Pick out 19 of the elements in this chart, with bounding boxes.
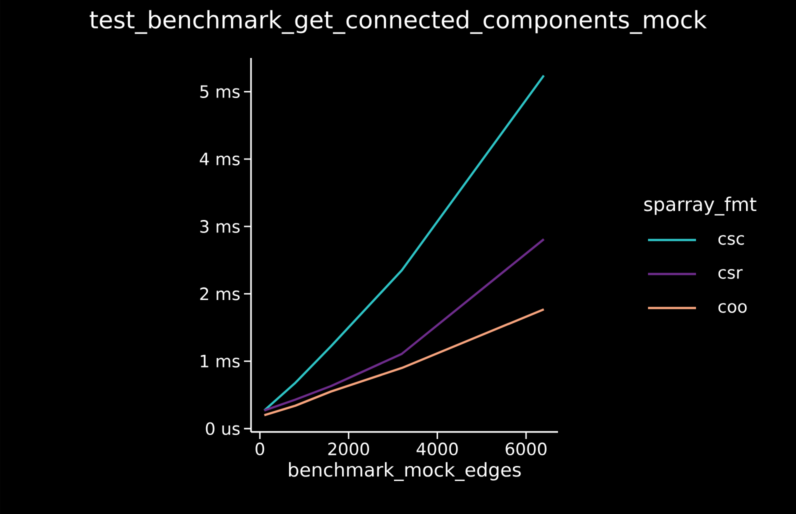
line-series xyxy=(263,308,545,416)
y-tick-label: 4 ms xyxy=(200,152,240,166)
x-tick-label: 2000 xyxy=(328,442,370,456)
y-tick-label: 0 us xyxy=(206,422,240,436)
line-series xyxy=(263,238,545,412)
x-axis-title: benchmark_mock_edges xyxy=(289,462,521,482)
legend-title: sparray_fmt xyxy=(644,196,756,216)
legend-label: csr xyxy=(718,269,743,279)
x-tick-label: 4000 xyxy=(416,442,458,456)
line-series xyxy=(263,74,545,412)
legend-label: csc xyxy=(718,235,744,245)
legend-label: coo xyxy=(718,303,747,313)
y-tick-label: 5 ms xyxy=(200,85,240,98)
y-tick-label: 2 ms xyxy=(200,287,240,300)
chart-title: test_benchmark_get_connected_components_mock xyxy=(90,10,707,34)
x-tick-label: 0 xyxy=(256,442,264,456)
y-tick-label: 1 ms xyxy=(200,354,240,368)
y-tick-label: 3 ms xyxy=(200,220,240,233)
x-tick-label: 6000 xyxy=(506,442,546,456)
